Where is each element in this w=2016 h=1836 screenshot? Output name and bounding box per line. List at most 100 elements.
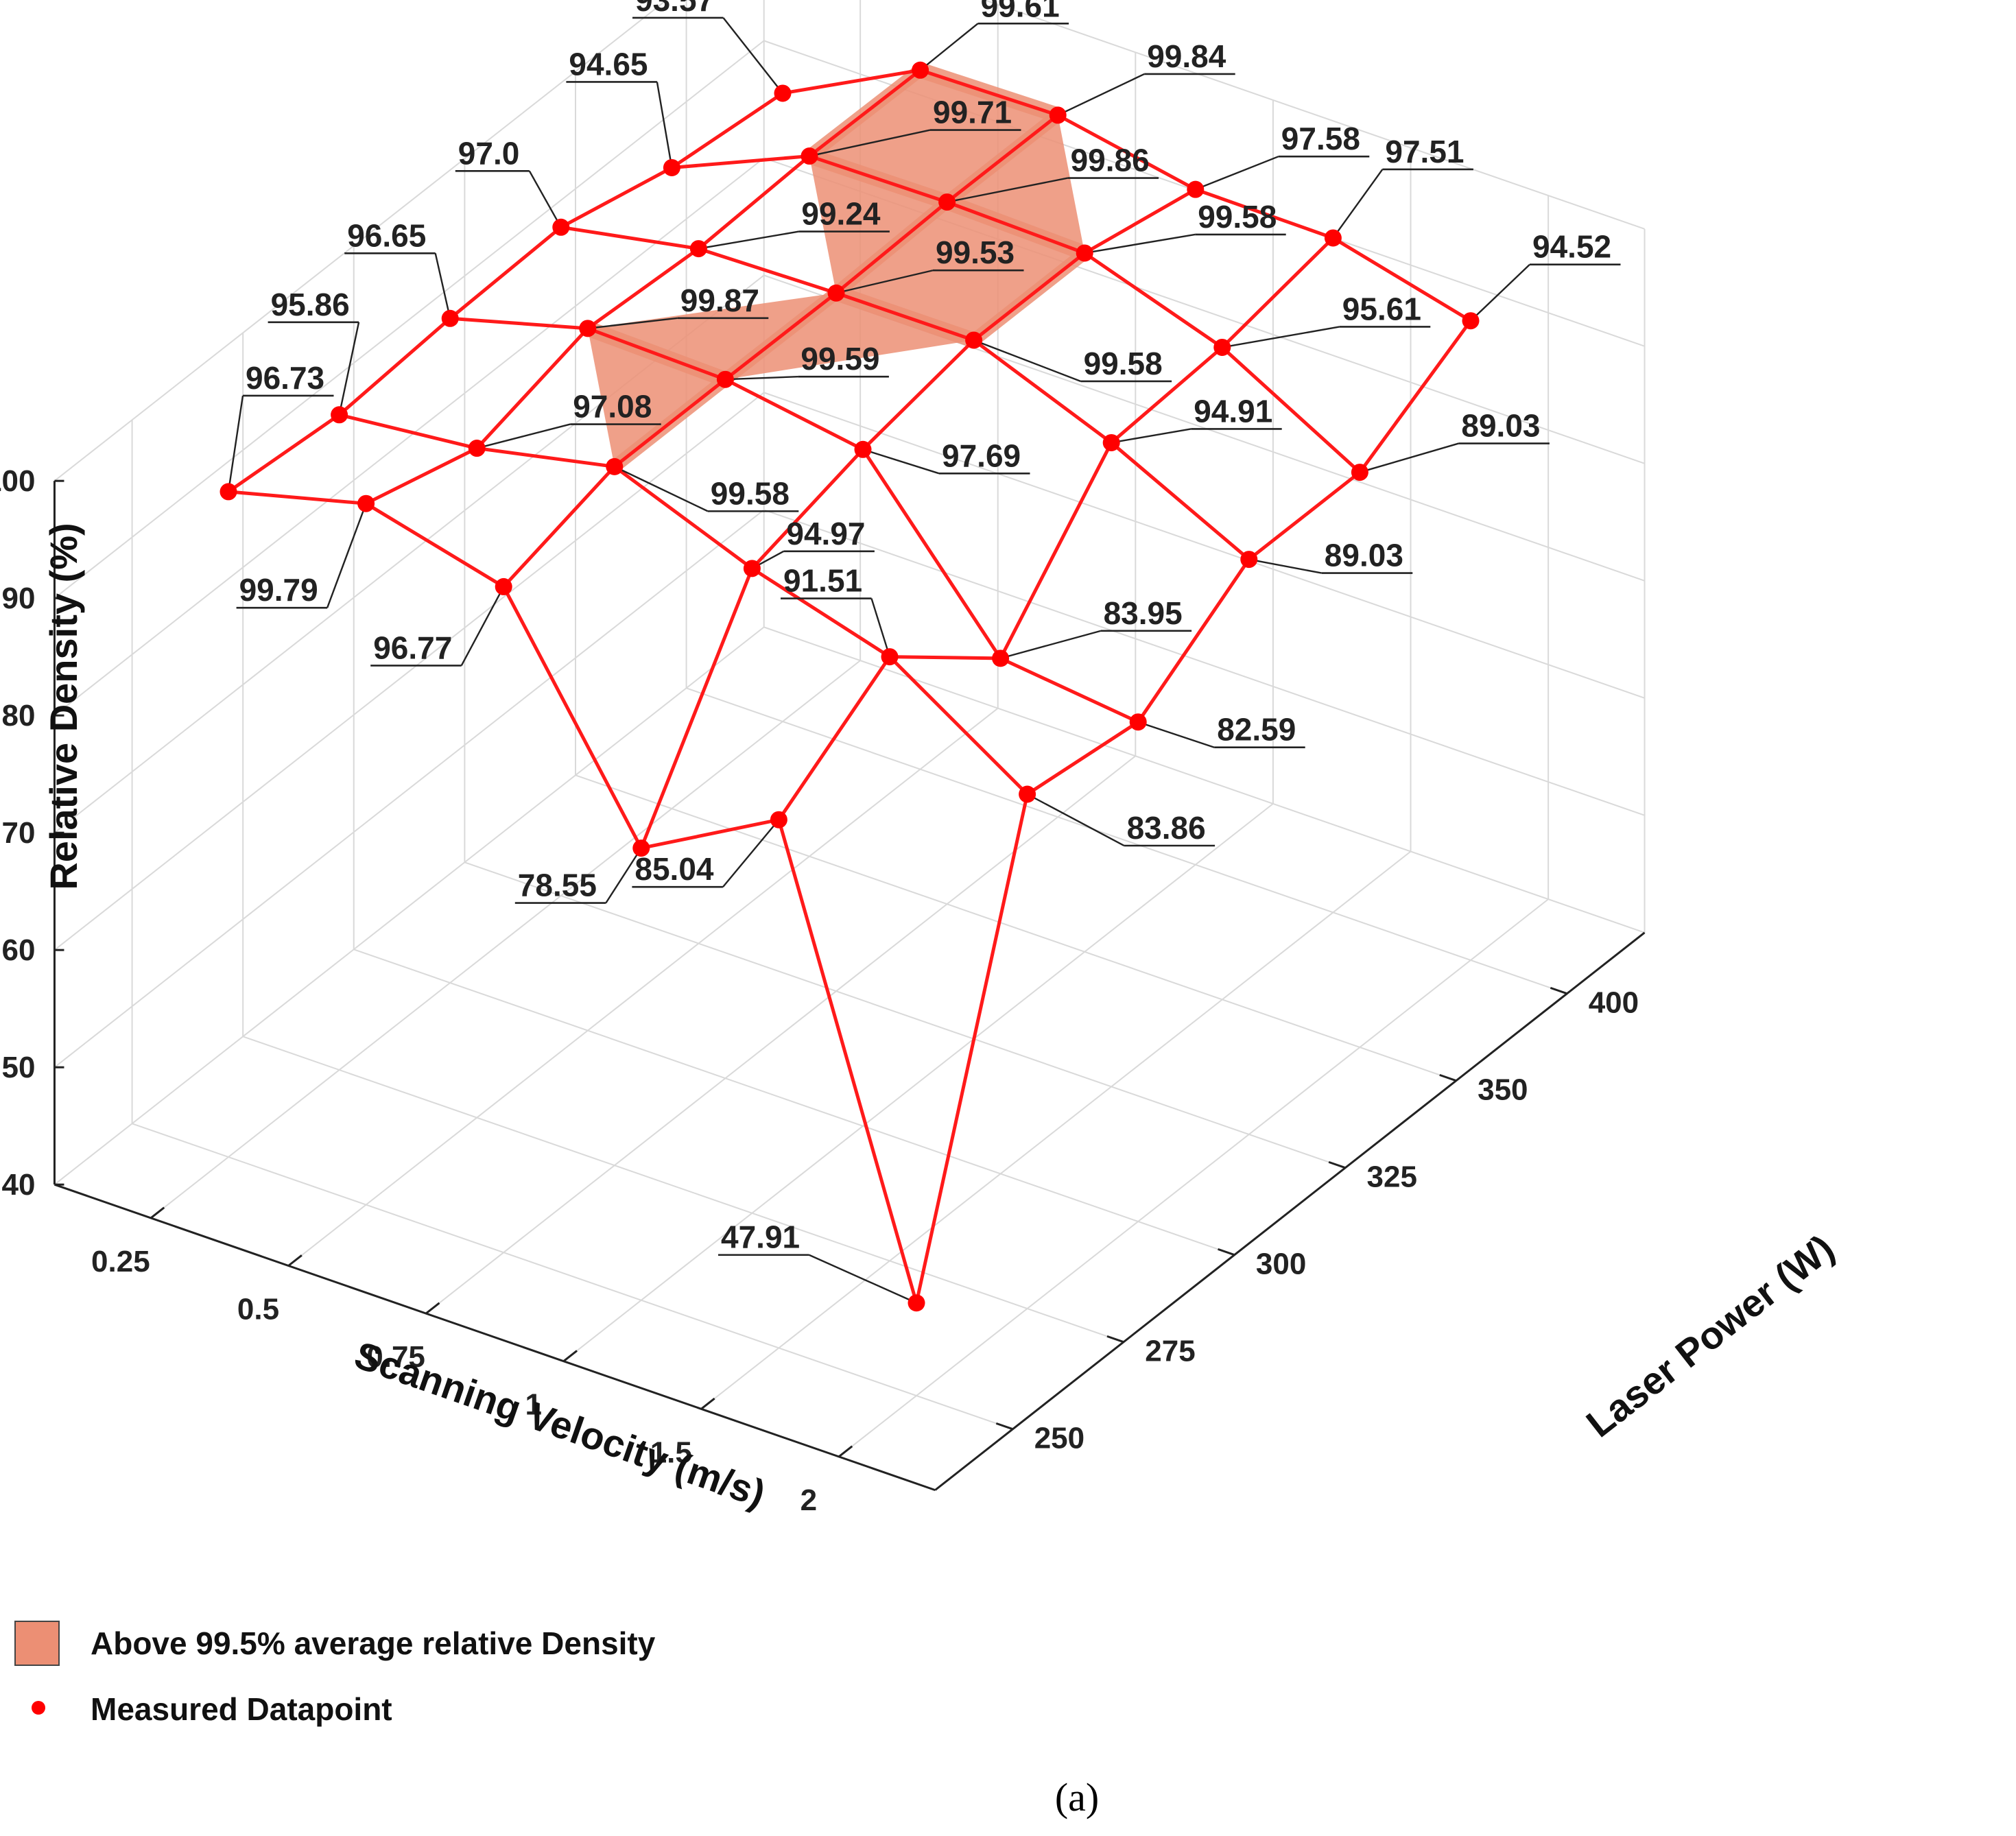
label-leader	[725, 376, 798, 381]
data-label: 95.86	[271, 287, 350, 322]
y-tick	[1439, 1073, 1457, 1082]
label-leader	[1111, 428, 1191, 444]
data-label: 95.61	[1342, 291, 1421, 326]
mesh-segment-power	[227, 413, 341, 493]
data-point	[965, 331, 983, 349]
label-leader	[870, 598, 891, 657]
label-leader	[947, 177, 1068, 203]
data-label: 94.52	[1532, 229, 1611, 265]
mesh-segment-velocity	[861, 448, 1002, 660]
legend-patch-swatch	[14, 1621, 60, 1666]
label-leader	[434, 253, 451, 319]
data-point	[1019, 785, 1036, 803]
mesh-segment-power	[1248, 470, 1361, 561]
mesh-segment-power	[777, 656, 892, 821]
label-leader	[698, 230, 799, 250]
mesh-segment-power	[999, 442, 1113, 659]
mesh-segment-velocity	[776, 819, 918, 1304]
highlight-region-patch	[809, 156, 947, 294]
sidewall-grid-line-density	[54, 157, 765, 716]
y-tick	[995, 1422, 1013, 1431]
data-label: 99.87	[680, 283, 759, 318]
mesh-segment-velocity	[613, 465, 753, 570]
y-tick-label: 325	[1367, 1160, 1417, 1194]
x-tick	[425, 1302, 440, 1315]
mesh-segment-velocity	[973, 338, 1113, 444]
mesh-segment-velocity	[476, 446, 615, 468]
mesh-segment-velocity	[672, 154, 810, 169]
data-point	[908, 1294, 925, 1312]
y-tick	[1550, 986, 1567, 995]
data-label: 97.08	[573, 389, 652, 425]
data-point	[992, 649, 1010, 667]
mesh-segment-power	[1221, 237, 1335, 349]
mesh-segment-power	[1026, 720, 1139, 796]
y-tick	[1106, 1335, 1124, 1344]
data-point	[912, 61, 929, 79]
mesh-segment-power	[697, 154, 811, 250]
mesh-segment-velocity	[501, 586, 643, 849]
mesh-segment-velocity	[1057, 113, 1196, 191]
label-leader	[1027, 793, 1125, 847]
floor-grid-line-velocity	[700, 850, 1412, 1410]
data-label: 83.86	[1127, 810, 1206, 846]
legend: Above 99.5% average relative Density Mea…	[14, 1621, 656, 1727]
mesh-segment-velocity	[560, 225, 699, 251]
x-tick	[150, 1206, 165, 1219]
label-leader	[1360, 442, 1459, 473]
z-tick-label: 60	[2, 933, 36, 967]
point-layer	[220, 61, 1480, 1312]
data-point	[1213, 338, 1231, 356]
sidewall-grid-line-density	[54, 509, 765, 1068]
data-label: 96.77	[373, 630, 452, 665]
mesh-segment-power	[337, 317, 451, 416]
data-label: 99.84	[1147, 38, 1226, 74]
data-label: 99.86	[1071, 143, 1150, 178]
legend-label-points: Measured Datapoint	[91, 1691, 392, 1727]
mesh-segment-power	[973, 252, 1086, 342]
label-leader	[809, 129, 931, 157]
data-label: 91.51	[783, 563, 862, 599]
axis-layer: 40 50 60 70 80 90 100 0.25 0.5 0.75 1 1.5 2 250 275 300…	[0, 464, 1646, 1517]
x-tick	[287, 1254, 303, 1267]
label-leader	[614, 466, 709, 512]
y-tick-label: 400	[1589, 986, 1639, 1020]
data-point	[881, 648, 899, 666]
data-label: 93.57	[635, 0, 714, 18]
data-label: 99.79	[239, 572, 318, 608]
data-label: 82.59	[1217, 712, 1296, 748]
data-label: 47.91	[721, 1219, 800, 1255]
mesh-segment-power	[586, 247, 700, 330]
grid-layer	[54, 0, 1646, 1457]
x-tick-label: 1.5	[650, 1435, 692, 1469]
mesh-segment-velocity	[999, 656, 1139, 724]
mesh-segment-velocity	[1083, 251, 1224, 349]
label-leader	[919, 23, 979, 71]
data-label: 99.53	[936, 235, 1015, 270]
mesh-segment-power	[365, 446, 478, 505]
label-leader	[1195, 156, 1279, 191]
label-leader	[862, 449, 940, 475]
data-label: 94.65	[569, 46, 648, 82]
label-leader	[835, 270, 934, 294]
data-point	[1102, 433, 1120, 451]
data-point	[774, 84, 792, 102]
data-point	[441, 309, 459, 327]
data-point	[716, 370, 734, 388]
mesh-segment-power	[724, 291, 838, 381]
mesh-segment-velocity	[586, 326, 726, 381]
label-leader	[587, 317, 678, 330]
x-tick-label: 1	[525, 1388, 541, 1422]
y-tick-label: 300	[1256, 1248, 1306, 1281]
mesh-segment-power	[1083, 188, 1197, 255]
data-label: 99.61	[981, 0, 1060, 23]
y-tick-label: 350	[1478, 1073, 1528, 1107]
mesh-segment-power	[808, 69, 922, 158]
label-leader	[326, 503, 367, 608]
data-label: 94.97	[786, 516, 865, 551]
label-leader	[1470, 263, 1530, 322]
x-tick-label: 0.5	[237, 1293, 279, 1326]
data-label: 99.58	[1084, 346, 1163, 381]
label-leader	[460, 586, 505, 666]
